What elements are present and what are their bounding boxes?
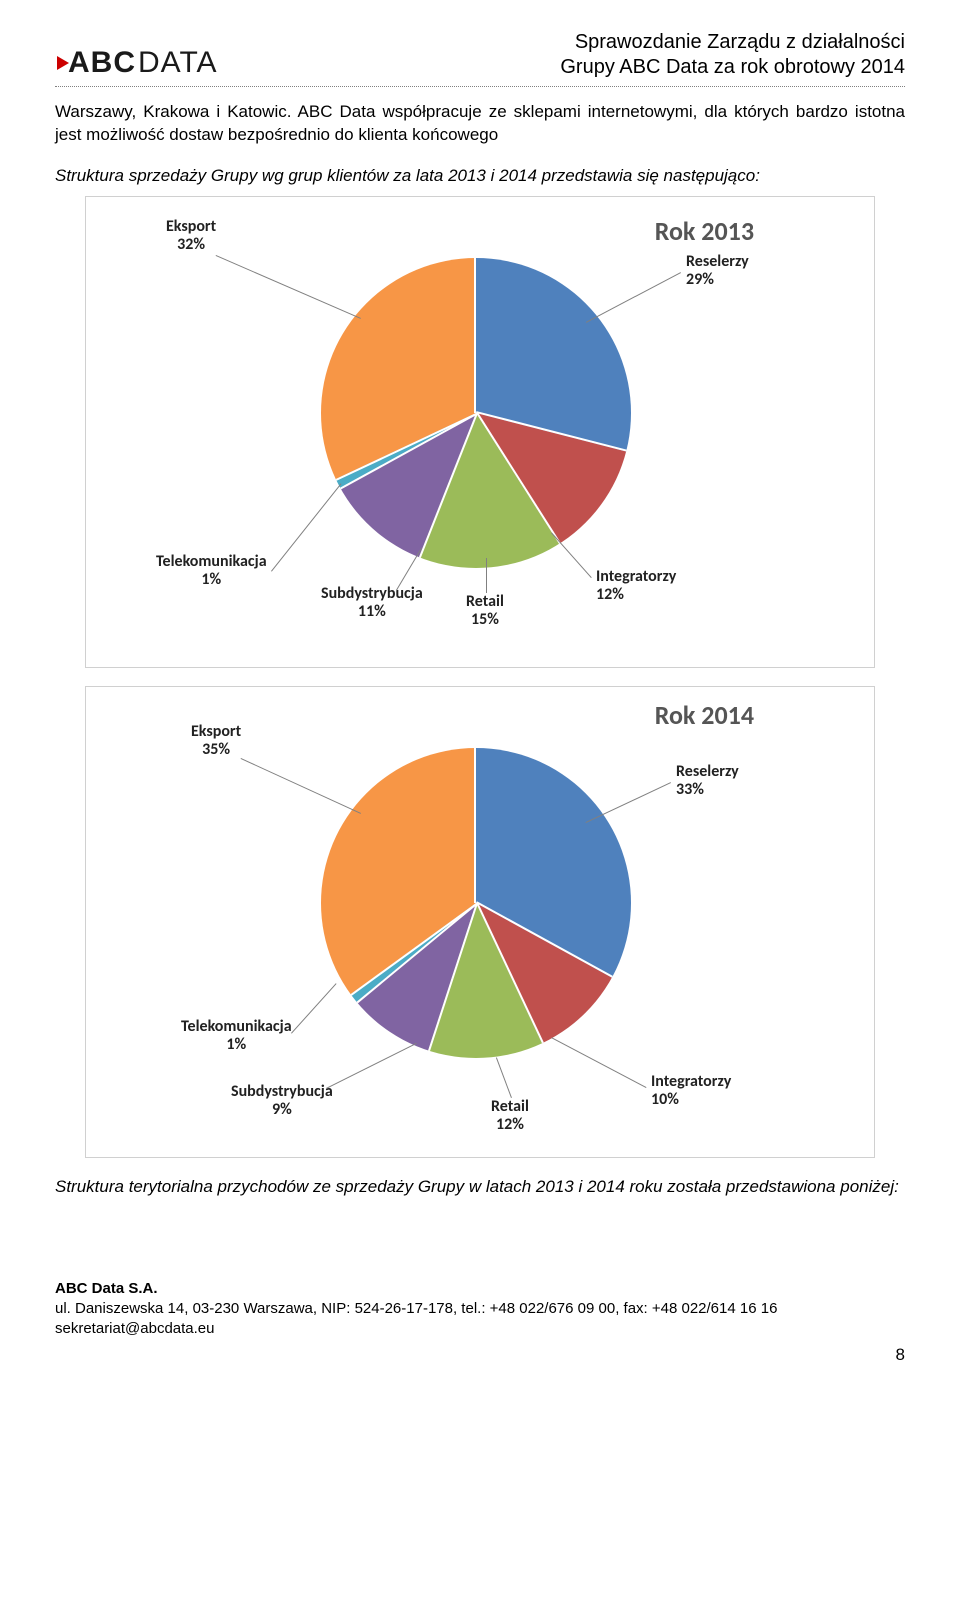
logo: ABCDATA [55,46,218,80]
leader-line [486,558,487,593]
pie-label: Integratorzy12% [596,568,676,605]
leader-line [551,532,592,578]
footer-email: sekretariat@abcdata.eu [55,1319,905,1339]
leader-line [241,758,361,814]
page-header: ABCDATA Sprawozdanie Zarządu z działalno… [55,30,905,80]
chart-2014: Rok 2014 Reselerzy33%Integratorzy10%Reta… [85,686,875,1158]
logo-text-abc: ABC [68,46,136,80]
pie-border [474,258,476,413]
leader-line [216,255,361,319]
leader-line [326,1043,416,1089]
pie-label: Telekomunikacja1% [156,553,267,590]
header-title-line2: Grupy ABC Data za rok obrotowy 2014 [560,55,905,80]
pie-label: Telekomunikacja1% [181,1018,292,1055]
header-title-line1: Sprawozdanie Zarządu z działalności [560,30,905,55]
header-title: Sprawozdanie Zarządu z działalności Grup… [560,30,905,80]
leader-line [291,983,337,1034]
chart-2013: Rok 2013 Reselerzy29%Integratorzy12%Reta… [85,196,875,668]
leader-line [586,782,671,823]
leader-line [271,483,342,572]
pie-label: Eksport35% [191,723,241,760]
logo-text-data: DATA [138,46,218,80]
paragraph-3: Struktura terytorialna przychodów ze spr… [55,1176,905,1199]
body-text-2: Struktura terytorialna przychodów ze spr… [55,1176,905,1199]
pie-label: Reselerzy29% [686,253,749,290]
leader-line [586,272,681,323]
page-number: 8 [55,1344,905,1367]
leader-line [551,1037,646,1088]
page-container: ABCDATA Sprawozdanie Zarządu z działalno… [0,0,960,1386]
footer-address: ul. Daniszewska 14, 03-230 Warszawa, NIP… [55,1299,905,1319]
pie-label: Reselerzy33% [676,763,739,800]
footer-company: ABC Data S.A. [55,1279,905,1299]
header-divider [55,86,905,87]
paragraph-2: Struktura sprzedaży Grupy wg grup klient… [55,165,905,188]
pie-label: Retail12% [491,1098,529,1135]
footer: ABC Data S.A. ul. Daniszewska 14, 03-230… [55,1279,905,1367]
pie-label: Eksport32% [166,218,216,255]
paragraph-1: Warszawy, Krakowa i Katowic. ABC Data ws… [55,101,905,147]
pie-2014-wrap: Reselerzy33% Integratorzy10% Retail12% Subd… [96,703,864,1133]
pie-label: Retail15% [466,593,504,630]
leader-line [496,1057,512,1097]
pie-2013-wrap: Reselerzy29% Integratorzy12% Retail15% Subd… [96,213,864,643]
pie-label: Integratorzy10% [651,1073,731,1110]
pie-label: Subdystrybucja11% [321,585,423,622]
pie-border [474,748,476,903]
body-text: Warszawy, Krakowa i Katowic. ABC Data ws… [55,101,905,188]
pie-label: Subdystrybucja9% [231,1083,333,1120]
